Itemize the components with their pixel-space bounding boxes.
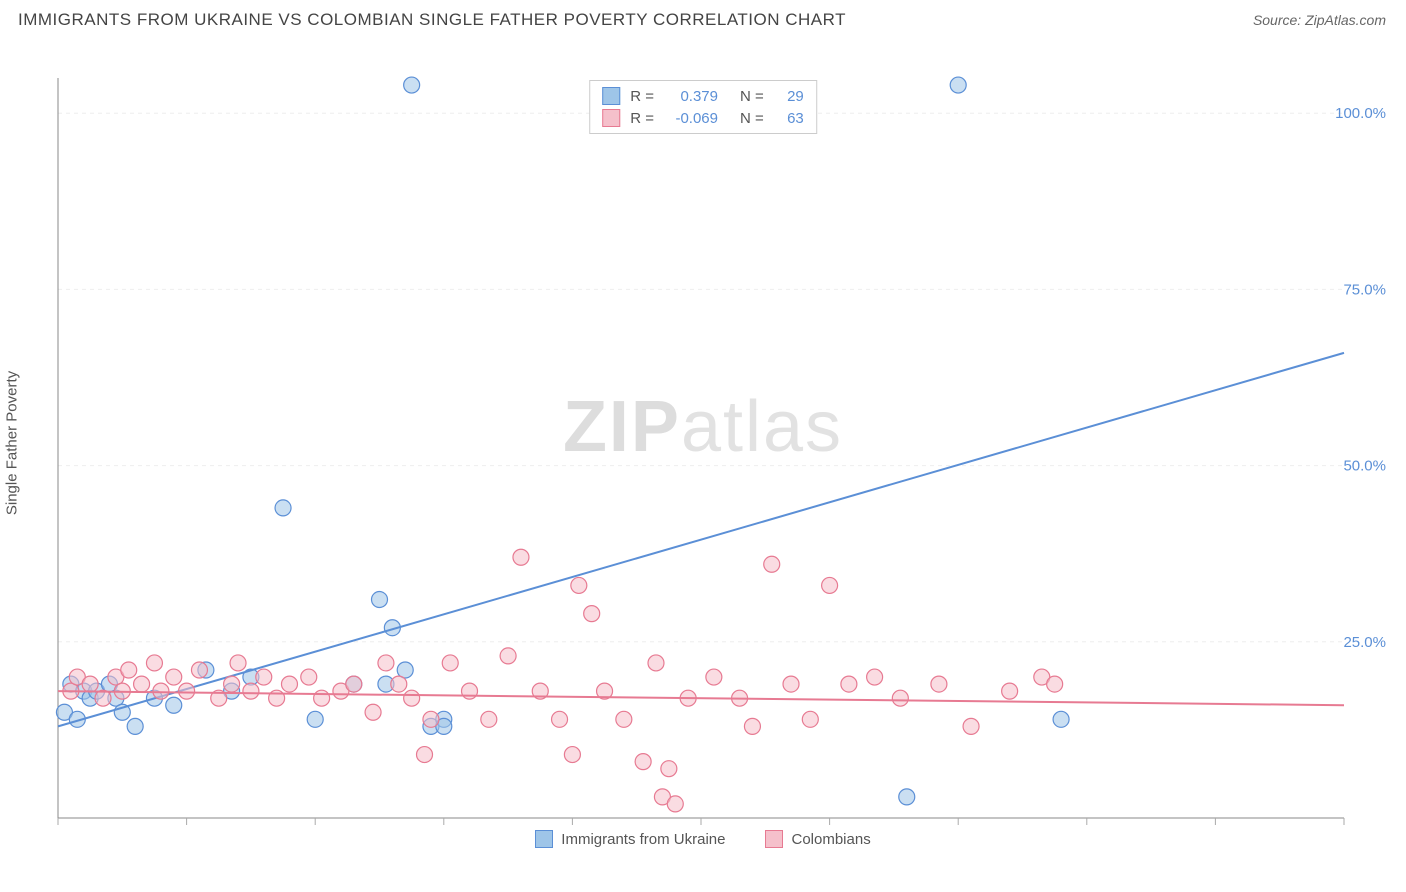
svg-text:75.0%: 75.0% <box>1343 281 1386 298</box>
n-label: N = <box>740 88 764 105</box>
r-label: R = <box>630 110 654 127</box>
stats-row: R = -0.069 N = 63 <box>602 107 804 129</box>
chart-container: Single Father Poverty ZIPatlas 25.0%50.0… <box>18 38 1388 848</box>
legend-item: Colombians <box>765 830 870 848</box>
r-value: -0.069 <box>664 110 718 127</box>
r-value: 0.379 <box>664 88 718 105</box>
svg-text:25.0%: 25.0% <box>1343 634 1386 651</box>
y-axis-label: Single Father Poverty <box>4 371 21 515</box>
legend-label: Colombians <box>791 831 870 848</box>
stats-row: R = 0.379 N = 29 <box>602 85 804 107</box>
n-label: N = <box>740 110 764 127</box>
n-value: 63 <box>774 110 804 127</box>
legend-swatch <box>602 109 620 127</box>
r-label: R = <box>630 88 654 105</box>
chart-title: IMMIGRANTS FROM UKRAINE VS COLOMBIAN SIN… <box>18 10 846 30</box>
legend-item: Immigrants from Ukraine <box>535 830 725 848</box>
bottom-legend: Immigrants from Ukraine Colombians <box>18 830 1388 848</box>
n-value: 29 <box>774 88 804 105</box>
legend-swatch <box>535 830 553 848</box>
stats-legend: R = 0.379 N = 29 R = -0.069 N = 63 <box>589 80 817 134</box>
svg-text:100.0%: 100.0% <box>1335 105 1386 122</box>
legend-swatch <box>602 87 620 105</box>
legend-label: Immigrants from Ukraine <box>561 831 725 848</box>
scatter-chart: 25.0%50.0%75.0%100.0%0.0%20.0% <box>18 38 1388 828</box>
svg-text:50.0%: 50.0% <box>1343 458 1386 475</box>
source-label: Source: ZipAtlas.com <box>1253 12 1386 28</box>
legend-swatch <box>765 830 783 848</box>
